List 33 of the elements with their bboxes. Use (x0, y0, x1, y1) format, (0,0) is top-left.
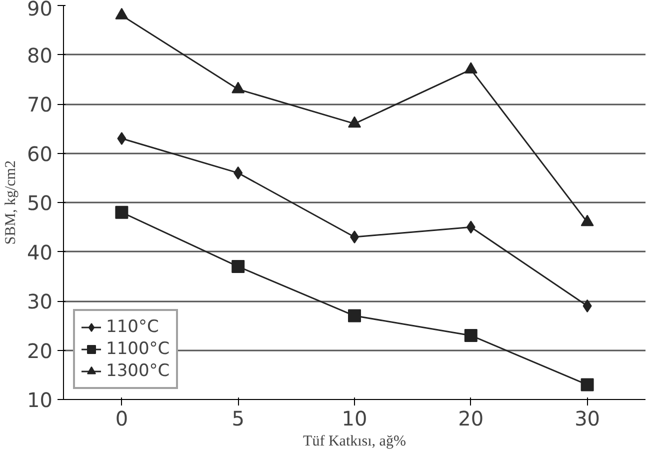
y-tick-label: 10 (27, 388, 53, 412)
point (117, 132, 126, 145)
point (115, 8, 128, 20)
y-tick-label: 90 (27, 0, 53, 20)
x-tick-label: 0 (115, 406, 128, 430)
point (464, 328, 478, 342)
point (348, 309, 361, 322)
x-tick-label: 30 (574, 406, 600, 430)
y-tick-label: 30 (27, 290, 53, 314)
point (232, 82, 245, 94)
point (466, 220, 476, 234)
x-tick-label: 5 (232, 406, 244, 430)
y-tick-label: 40 (27, 240, 53, 264)
point (582, 299, 592, 312)
y-tick-label: 60 (27, 142, 53, 166)
point (115, 206, 128, 219)
point (348, 116, 361, 128)
legend-label: 1100°C (106, 339, 170, 359)
point (464, 62, 478, 74)
point (580, 214, 594, 226)
y-tick-label: 80 (27, 43, 53, 68)
x-tick-label: 20 (458, 406, 484, 430)
legend-label: 110°C (106, 317, 159, 337)
point (234, 166, 243, 180)
y-axis-title: SBM, kg/cm2 (3, 160, 20, 245)
legend-label: 1300°C (106, 361, 170, 381)
y-tick-label: 70 (27, 92, 53, 116)
x-tick-label: 10 (342, 406, 368, 430)
y-tick-label: 20 (27, 338, 53, 363)
point (232, 260, 245, 274)
point (580, 378, 594, 392)
y-tick-label: 50 (27, 191, 53, 215)
x-axis-title: Tüf Katkısı, ağ% (303, 434, 406, 450)
